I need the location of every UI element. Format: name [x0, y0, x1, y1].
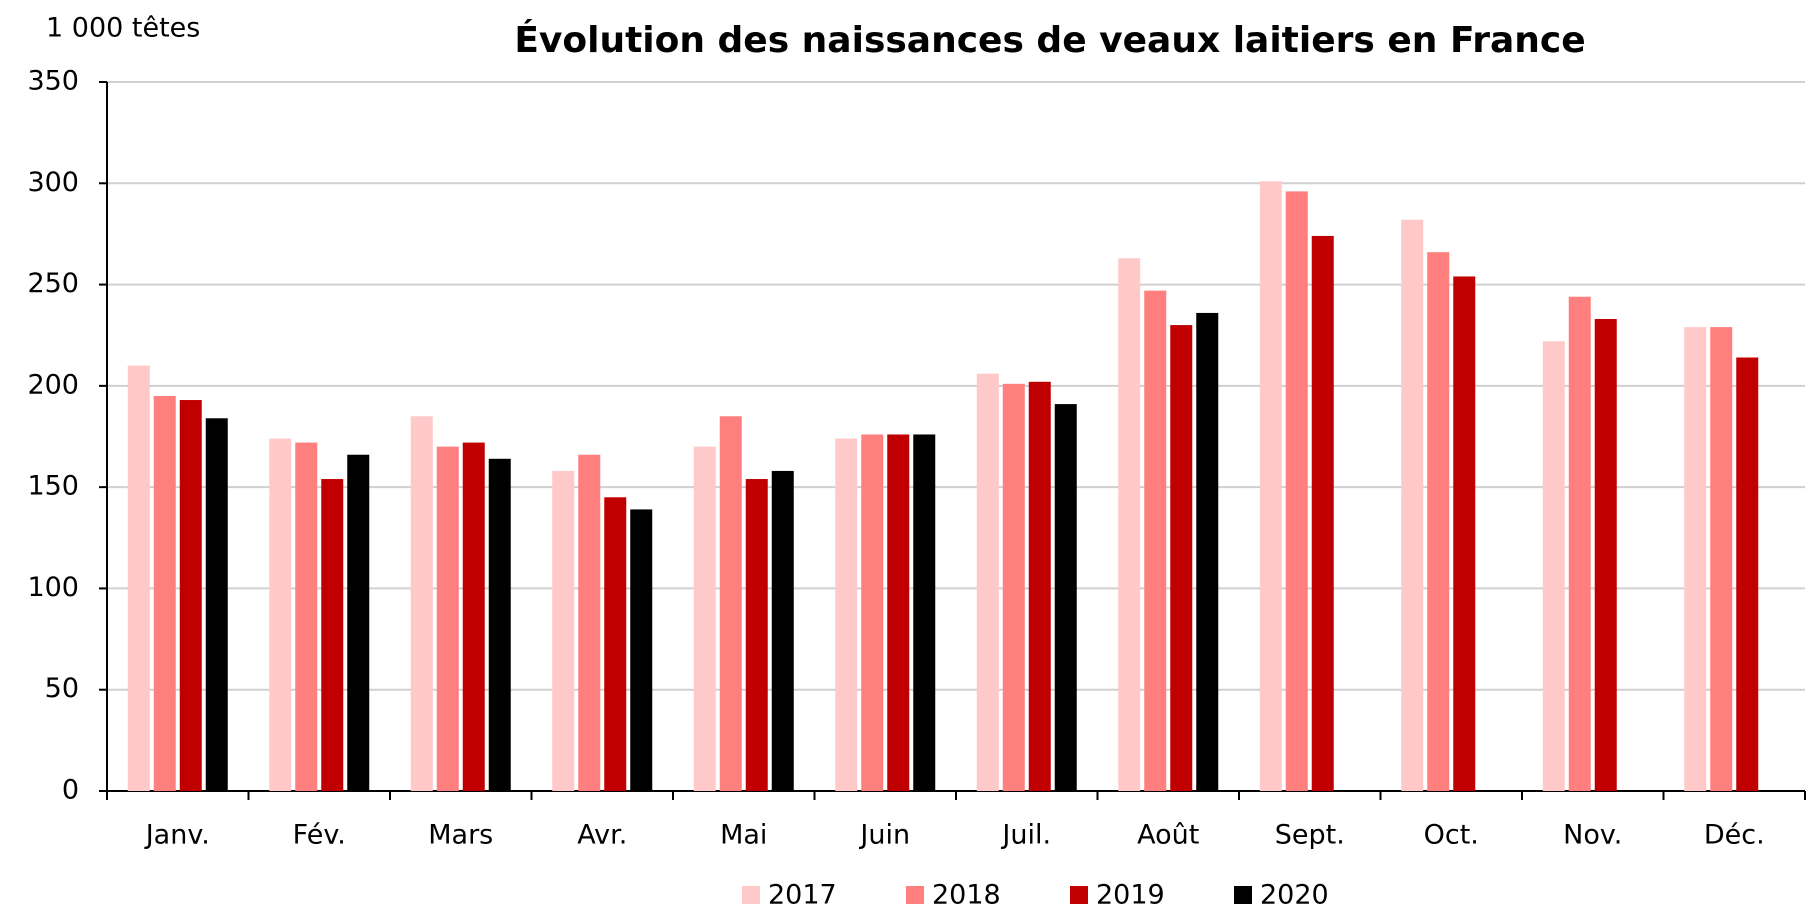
- y-axis-label: 1 000 têtes: [46, 13, 200, 44]
- bar: [1196, 312, 1219, 791]
- x-tick-label: Oct.: [1424, 820, 1479, 851]
- y-tick-label: 150: [27, 471, 79, 502]
- bar: [578, 454, 601, 791]
- bar: [1427, 252, 1450, 791]
- y-tick-label: 300: [27, 167, 79, 198]
- bar: [1002, 383, 1025, 791]
- bar: [552, 470, 575, 791]
- bar: [1710, 327, 1733, 791]
- bar: [205, 418, 228, 791]
- bar: [1259, 181, 1282, 791]
- x-tick-label: Mars: [428, 820, 493, 851]
- chart-title: Évolution des naissances de veaux laitie…: [514, 19, 1585, 61]
- bar: [436, 446, 459, 791]
- x-tick-label: Mai: [720, 820, 767, 851]
- y-tick-label: 350: [27, 66, 79, 97]
- bar: [693, 446, 716, 791]
- y-tick-label: 100: [27, 572, 79, 603]
- legend-swatch: [1070, 886, 1088, 904]
- bar: [1311, 235, 1334, 791]
- bar: [410, 416, 433, 791]
- bar: [347, 454, 370, 791]
- legend-label: 2018: [932, 880, 1001, 911]
- bar: [1028, 381, 1051, 791]
- legend-swatch: [906, 886, 924, 904]
- bar: [295, 442, 318, 791]
- bar: [976, 373, 999, 791]
- bar: [719, 416, 742, 791]
- bar: [1401, 219, 1424, 792]
- x-tick-label: Fév.: [293, 820, 346, 851]
- bar: [1568, 296, 1591, 791]
- bar: [1118, 258, 1141, 791]
- legend-label: 2017: [768, 880, 837, 911]
- bar: [913, 434, 936, 791]
- bar: [321, 479, 344, 791]
- bar: [1594, 319, 1617, 791]
- bar: [179, 400, 202, 791]
- bar: [1736, 357, 1759, 791]
- x-tick-label: Janv.: [144, 820, 210, 851]
- legend-label: 2019: [1096, 880, 1165, 911]
- bar: [604, 497, 627, 791]
- legend-label: 2020: [1260, 880, 1329, 911]
- bar: [1285, 191, 1308, 792]
- bar: [1170, 325, 1193, 791]
- bar: [861, 434, 884, 791]
- bar: [771, 470, 794, 791]
- bar: [462, 442, 485, 791]
- bar: [153, 395, 176, 791]
- bar: [1684, 327, 1707, 791]
- y-tick-label: 0: [62, 775, 79, 806]
- bar: [1054, 404, 1077, 791]
- legend-swatch: [742, 886, 760, 904]
- bar: [630, 509, 653, 791]
- y-tick-label: 200: [27, 369, 79, 400]
- bar: [745, 479, 768, 791]
- bar: [887, 434, 910, 791]
- legend-swatch: [1234, 886, 1252, 904]
- bar: [835, 438, 858, 791]
- x-tick-label: Avr.: [577, 820, 627, 851]
- x-tick-label: Sept.: [1275, 820, 1345, 851]
- bar: [269, 438, 292, 791]
- x-tick-label: Déc.: [1704, 820, 1765, 851]
- x-tick-label: Juil.: [1000, 820, 1051, 851]
- x-tick-label: Juin: [858, 820, 910, 851]
- x-tick-label: Nov.: [1563, 820, 1622, 851]
- bar: [1144, 290, 1167, 791]
- bar: [1453, 276, 1476, 791]
- bar: [488, 458, 511, 791]
- y-tick-label: 50: [45, 673, 79, 704]
- x-tick-label: Août: [1137, 820, 1199, 851]
- bar: [127, 365, 150, 791]
- bar: [1542, 341, 1565, 791]
- y-tick-label: 250: [27, 268, 79, 299]
